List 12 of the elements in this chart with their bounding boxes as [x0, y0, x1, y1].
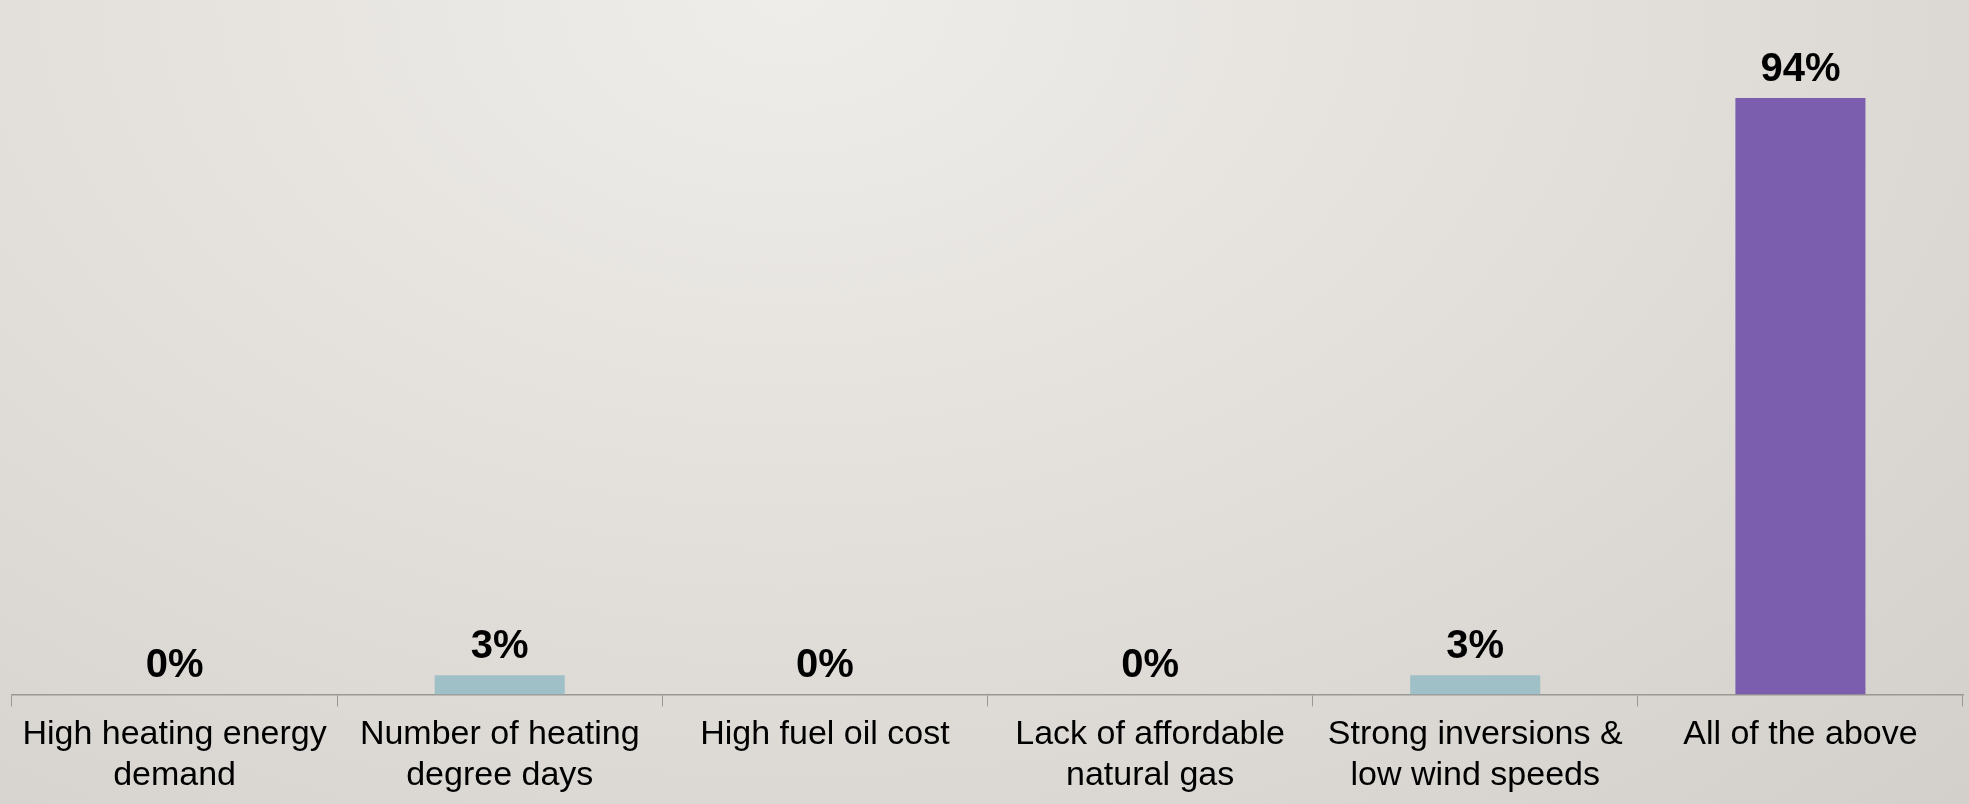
x-tick-label: High fuel oil cost	[700, 713, 951, 752]
x-tick-label: All of the above	[1683, 713, 1918, 752]
data-label: 94%	[1760, 45, 1841, 90]
data-label: 0%	[145, 641, 204, 686]
data-label: 0%	[1121, 641, 1179, 686]
x-tick-label: Number of heating degree days	[359, 713, 640, 792]
x-tick-label: Strong inversions & low wind speeds	[1327, 713, 1623, 792]
x-tick-label: High heating energy demand	[22, 713, 327, 792]
x-tick-label: Lack of affordable natural gas	[1015, 713, 1285, 792]
data-label: 3%	[470, 622, 529, 667]
data-label: 3%	[1446, 622, 1505, 667]
data-label: 0%	[796, 641, 854, 686]
